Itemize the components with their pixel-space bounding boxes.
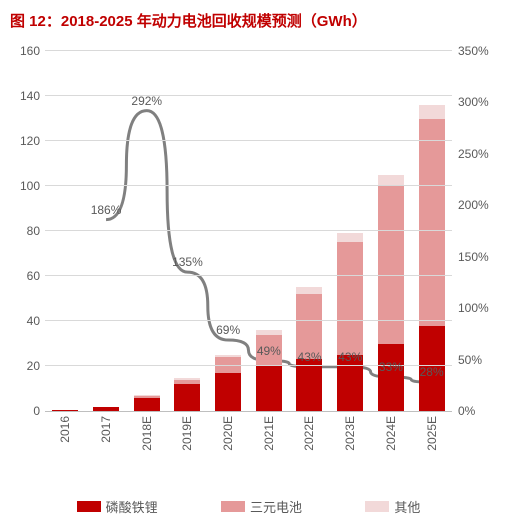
bar-segment	[93, 407, 119, 412]
y-left-tick: 160	[10, 44, 40, 58]
grid-line	[45, 140, 452, 141]
bar-group	[256, 330, 282, 411]
grid-line	[45, 185, 452, 186]
x-label: 2025E	[425, 416, 439, 451]
legend-label: 磷酸铁锂	[106, 497, 158, 516]
chart-area: 0 20 40 60 80 100 120 140 160 0% 50% 100% 150% 200% 2…	[10, 41, 500, 461]
x-axis-labels: 2016 2017 2018E 2019E 2020E 2021E 2022E 2023E 20…	[45, 416, 452, 451]
line-label: 43%	[338, 350, 362, 364]
bar-segment	[296, 359, 322, 411]
line-label: 33%	[379, 360, 403, 374]
y-left-tick: 40	[10, 314, 40, 328]
y-left-tick: 120	[10, 134, 40, 148]
grid-line	[45, 320, 452, 321]
bar-segment	[337, 233, 363, 242]
x-label: 2023E	[343, 416, 357, 451]
x-label: 2022E	[302, 416, 316, 451]
x-label: 2018E	[140, 416, 154, 451]
grid-line	[45, 95, 452, 96]
plot-area: 186% 292% 135% 69% 49% 43% 43% 33% 28%	[45, 51, 452, 412]
grid-line	[45, 230, 452, 231]
legend-item: 三元电池	[221, 497, 302, 516]
legend-swatch	[221, 501, 245, 512]
legend-label: 三元电池	[250, 497, 302, 516]
bar-group	[215, 355, 241, 411]
line-label: 28%	[420, 365, 444, 379]
x-label: 2017	[99, 416, 113, 451]
bar-group	[93, 407, 119, 412]
line-label: 69%	[216, 323, 240, 337]
y-left-tick: 0	[10, 404, 40, 418]
y-axis-left: 020406080100120140160	[10, 51, 40, 411]
bar-segment	[174, 384, 200, 411]
x-label: 2020E	[221, 416, 235, 451]
bar-segment	[419, 105, 445, 119]
legend: 磷酸铁锂 三元电池 其他	[45, 497, 452, 516]
bars-container	[45, 51, 452, 411]
x-label: 2019E	[180, 416, 194, 451]
bar-segment	[337, 242, 363, 355]
bar-segment	[256, 366, 282, 411]
y-right-tick: 100%	[458, 301, 500, 315]
line-label: 49%	[257, 344, 281, 358]
bar-segment	[134, 398, 160, 412]
y-right-tick: 300%	[458, 95, 500, 109]
x-label: 2024E	[384, 416, 398, 451]
y-left-tick: 60	[10, 269, 40, 283]
bar-segment	[52, 410, 78, 411]
bar-group	[134, 395, 160, 411]
y-axis-right: 0%50%100%150%200%250%300%350%	[458, 51, 500, 411]
y-right-tick: 50%	[458, 353, 500, 367]
bar-group	[174, 378, 200, 411]
bar-segment	[296, 287, 322, 294]
bar-group	[378, 175, 404, 411]
x-label: 2016	[58, 416, 72, 451]
legend-swatch	[365, 501, 389, 512]
y-left-tick: 80	[10, 224, 40, 238]
y-right-tick: 350%	[458, 44, 500, 58]
grid-line	[45, 50, 452, 51]
line-label: 43%	[298, 350, 322, 364]
y-right-tick: 0%	[458, 404, 500, 418]
bar-group	[337, 233, 363, 411]
legend-item: 其他	[365, 497, 420, 516]
bar-segment	[419, 119, 445, 326]
legend-item: 磷酸铁锂	[77, 497, 158, 516]
bar-segment	[378, 344, 404, 412]
x-label: 2021E	[262, 416, 276, 451]
bar-group	[52, 410, 78, 411]
y-right-tick: 200%	[458, 198, 500, 212]
legend-swatch	[77, 501, 101, 512]
y-left-tick: 140	[10, 89, 40, 103]
bar-segment	[215, 373, 241, 411]
line-label: 186%	[91, 203, 122, 217]
chart-title: 图 12：2018-2025 年动力电池回收规模预测（GWh）	[10, 10, 507, 31]
line-label: 135%	[172, 255, 203, 269]
y-right-tick: 150%	[458, 250, 500, 264]
grid-line	[45, 275, 452, 276]
y-right-tick: 250%	[458, 147, 500, 161]
line-label: 292%	[131, 94, 162, 108]
y-left-tick: 100	[10, 179, 40, 193]
legend-label: 其他	[394, 497, 420, 516]
y-left-tick: 20	[10, 359, 40, 373]
